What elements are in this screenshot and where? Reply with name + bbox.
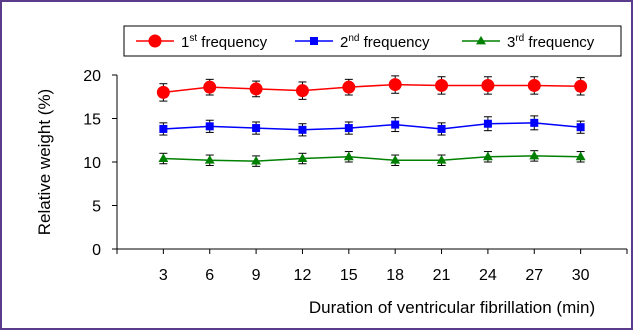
data-point xyxy=(251,156,262,165)
x-tick-label: 18 xyxy=(386,267,404,284)
data-point xyxy=(297,153,308,162)
y-axis-label: Relative weight (%) xyxy=(35,89,54,235)
data-point xyxy=(388,78,402,92)
series-layer xyxy=(156,75,588,167)
data-point xyxy=(159,124,168,133)
legend-label: 1st frequency xyxy=(181,33,268,51)
x-tick-label: 6 xyxy=(205,267,214,284)
data-point xyxy=(574,79,588,93)
data-point xyxy=(527,78,541,92)
data-point xyxy=(343,151,354,161)
legend-box xyxy=(123,25,622,57)
data-point xyxy=(575,151,586,161)
data-point xyxy=(298,125,307,134)
y-tick-label: 0 xyxy=(92,242,101,259)
legend: 1st frequency 2nd frequency 3rd frequency xyxy=(123,25,622,57)
data-point xyxy=(204,155,215,164)
x-tick-label: 21 xyxy=(433,267,451,284)
series-2 xyxy=(159,115,585,137)
series-1 xyxy=(156,75,588,102)
x-tick-label: 30 xyxy=(572,267,590,284)
data-point xyxy=(203,80,217,94)
data-point xyxy=(530,118,539,127)
data-point xyxy=(476,35,486,45)
legend-item-3: 3rd frequency xyxy=(462,33,595,51)
data-point xyxy=(391,120,400,129)
x-tick-label: 24 xyxy=(479,267,497,284)
data-point xyxy=(483,119,492,128)
legend-label: 3rd frequency xyxy=(507,33,595,51)
series-line xyxy=(163,155,581,162)
data-point xyxy=(342,80,356,94)
data-point xyxy=(481,78,495,92)
x-tick-label: 12 xyxy=(294,267,312,284)
x-tick-label: 27 xyxy=(525,267,543,284)
data-point xyxy=(310,37,318,45)
series-3 xyxy=(158,150,586,167)
data-point xyxy=(249,82,263,96)
series-line xyxy=(163,83,581,94)
data-point xyxy=(435,78,449,92)
data-point xyxy=(529,150,540,160)
data-point xyxy=(252,124,261,133)
x-tick-labels: 3 6 9 12 15 18 21 24 27 30 xyxy=(159,267,590,284)
data-point xyxy=(576,123,585,132)
x-tick-label: 3 xyxy=(159,267,168,284)
y-tick-label: 10 xyxy=(83,155,101,172)
y-tick-label: 5 xyxy=(92,199,101,216)
x-axis-label: Duration of ventricular fibrillation (mi… xyxy=(309,298,595,317)
series-line xyxy=(163,122,581,131)
data-point xyxy=(436,155,447,164)
x-tick-label: 15 xyxy=(340,267,358,284)
axes xyxy=(112,74,628,254)
data-point xyxy=(390,155,401,164)
data-point xyxy=(205,122,214,131)
data-point xyxy=(482,151,493,161)
x-tick-label: 9 xyxy=(252,267,261,284)
legend-label: 2nd frequency xyxy=(340,33,430,51)
data-point xyxy=(158,153,169,162)
data-point xyxy=(156,85,170,99)
data-point xyxy=(295,84,309,98)
data-point xyxy=(437,124,446,133)
data-point xyxy=(344,124,353,133)
legend-item-2: 2nd frequency xyxy=(295,33,430,51)
y-tick-label: 20 xyxy=(83,68,101,85)
y-tick-labels: 0 5 10 15 20 xyxy=(83,68,101,259)
data-point xyxy=(148,34,162,48)
y-tick-label: 15 xyxy=(83,112,101,129)
legend-item-1: 1st frequency xyxy=(136,33,268,51)
